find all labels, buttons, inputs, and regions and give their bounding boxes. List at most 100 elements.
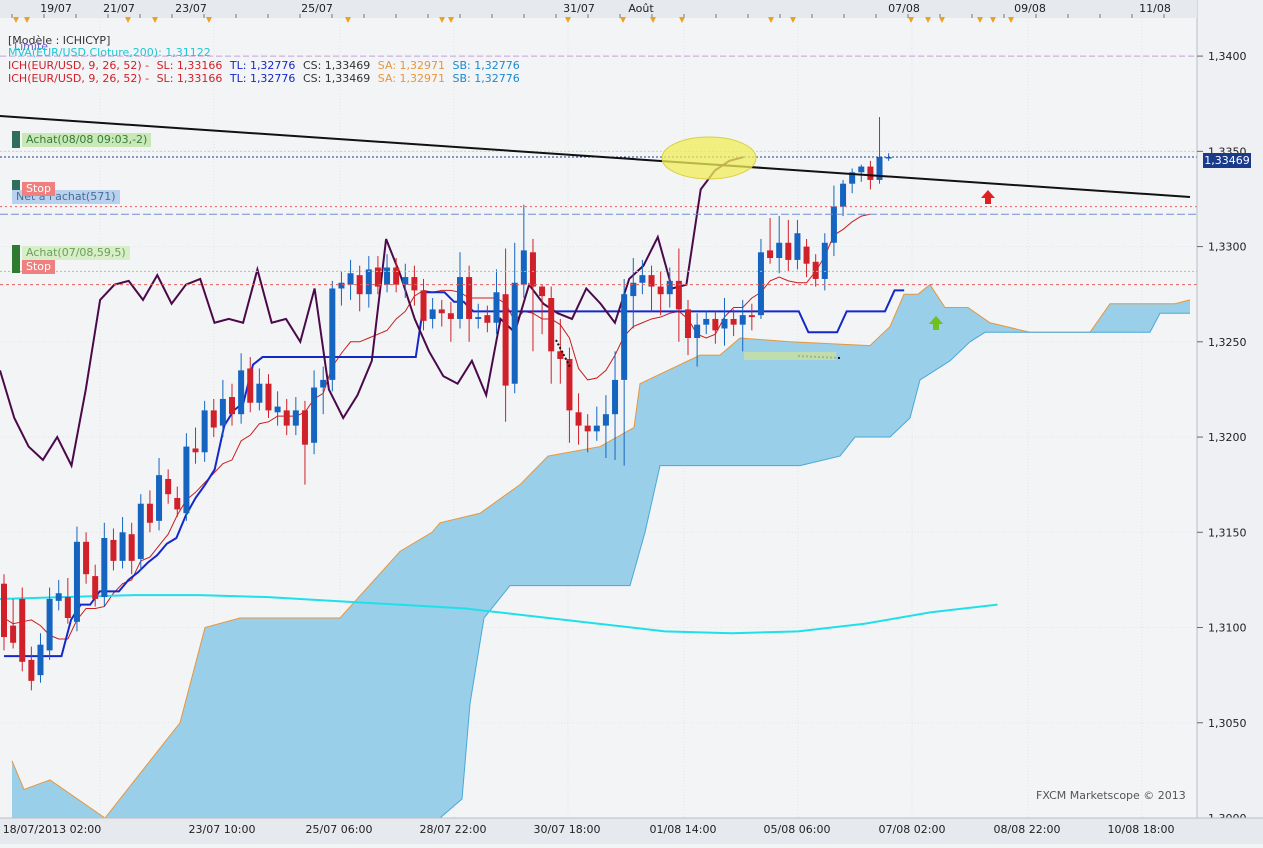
candle-bull <box>238 370 245 415</box>
candle-bear <box>584 425 591 432</box>
candle-bull <box>721 318 728 329</box>
candle-bull <box>757 252 764 316</box>
bottom-axis-label: 30/07 18:00 <box>534 823 601 836</box>
candle-bear <box>192 448 199 453</box>
candle-bull <box>55 593 62 601</box>
event-marker <box>925 17 931 23</box>
candle-bear <box>10 625 17 643</box>
candle-bear <box>548 298 555 352</box>
ma200-line <box>0 594 998 635</box>
ich-cs: CS: 1,33469 <box>302 72 371 85</box>
ich-cs: CS: 1,33469 <box>302 59 371 72</box>
support-zone <box>744 352 836 360</box>
candle-bull <box>37 644 44 676</box>
candle-bull <box>776 242 783 258</box>
ma-legend-text: MVA(EUR/USD.Cloture,200): 1,31122 <box>8 46 211 59</box>
candle-bull <box>630 282 637 297</box>
stop-tag-2[interactable]: Stop <box>22 260 56 274</box>
candle-bear <box>301 410 308 445</box>
candle-bull <box>365 269 372 295</box>
candle-bull <box>821 242 828 279</box>
y-tick-label: 1,3050 <box>1208 717 1247 730</box>
candle-bull <box>429 309 436 319</box>
candle-bull <box>292 410 299 426</box>
candle-bull <box>46 598 53 651</box>
candle-bear <box>83 541 90 575</box>
buy-order-tag-2[interactable]: Achat(07/08,59,5) <box>22 246 130 260</box>
cloud-area <box>12 284 1190 819</box>
current-price-label: 1,33469 <box>1203 153 1251 168</box>
candle-bear <box>438 309 445 314</box>
event-marker <box>790 17 796 23</box>
buy-arrow-shadow <box>929 316 943 330</box>
candle-bull <box>402 277 409 285</box>
senkou-b-line <box>12 312 1190 819</box>
candle-bull <box>493 292 500 323</box>
candle-bull <box>840 183 847 207</box>
candle-bear <box>785 242 792 260</box>
candle-bull <box>830 206 837 243</box>
limit-text[interactable]: Limite <box>14 40 49 53</box>
ich-sb: SB: 1,32776 <box>452 72 520 85</box>
event-marker <box>345 17 351 23</box>
candle-bull <box>119 532 126 561</box>
candle-bear <box>712 318 719 331</box>
y-tick-label: 1,3400 <box>1208 50 1247 63</box>
candle-bull <box>666 280 673 295</box>
buy-order-tag-1[interactable]: Achat(08/08 09:03,-2) <box>22 133 152 147</box>
event-marker <box>620 17 626 23</box>
bottom-time-axis: 18/07/2013 02:00 23/07 10:00 25/07 06:00 28… <box>0 817 1263 844</box>
candle-bull <box>329 288 336 380</box>
model-label: [Modèle : ICHICYP] <box>8 34 114 47</box>
ich-legend-1: ICH(EUR/USD, 9, 26, 52) - SL: 1,33166 TL… <box>8 59 524 72</box>
candle-bear <box>247 368 254 403</box>
candle-bull <box>639 275 646 283</box>
candle-bear <box>748 315 755 318</box>
bottom-axis-label: 08/08 22:00 <box>994 823 1061 836</box>
event-marker <box>650 17 656 23</box>
event-marker <box>125 17 131 23</box>
y-axis-panel <box>1197 0 1263 844</box>
order-marker[interactable] <box>12 131 20 148</box>
candle-bull <box>183 446 190 514</box>
bottom-axis-bg <box>0 818 1263 844</box>
candle-bull <box>156 475 163 521</box>
candle-bull <box>256 383 263 403</box>
order-marker[interactable] <box>12 245 20 273</box>
ich-sa: SA: 1,32971 <box>377 72 446 85</box>
candle-bear <box>803 246 810 264</box>
candle-bear <box>466 277 473 319</box>
chikou-line <box>0 156 744 469</box>
candle-bull <box>457 277 463 319</box>
candle-bear <box>283 410 290 426</box>
candle-bull <box>475 317 482 319</box>
candle-bull <box>511 282 518 384</box>
ich-sb: SB: 1,32776 <box>452 59 520 72</box>
candle-bear <box>767 250 774 258</box>
bottom-axis-label: 25/07 06:00 <box>306 823 373 836</box>
candle-bull <box>858 166 865 173</box>
stop-tag-1[interactable]: Stop <box>22 182 56 196</box>
top-axis-label: 07/08 <box>888 2 920 15</box>
ma-legend: MVA(EUR/USD.Cloture,200): 1,31122 <box>8 46 215 59</box>
event-marker <box>1008 17 1014 23</box>
candle-bear <box>210 410 217 428</box>
event-marker <box>679 17 685 23</box>
order-marker[interactable] <box>12 180 20 197</box>
candle-bear <box>539 286 546 297</box>
candle-bear <box>92 576 99 599</box>
top-axis-label: 25/07 <box>301 2 333 15</box>
candle-bull <box>201 410 208 453</box>
event-marker <box>13 17 19 23</box>
candle-bear <box>675 280 682 310</box>
top-axis-label: 11/08 <box>1139 2 1171 15</box>
watermark: FXCM Marketscope © 2013 <box>1036 789 1186 802</box>
dotted-marker <box>555 339 571 368</box>
candle-bear <box>28 659 35 681</box>
ich-sl: SL: 1,33166 <box>156 59 223 72</box>
limit-label[interactable]: Limite <box>14 40 52 53</box>
event-marker <box>977 17 983 23</box>
candles[interactable] <box>1 117 892 691</box>
